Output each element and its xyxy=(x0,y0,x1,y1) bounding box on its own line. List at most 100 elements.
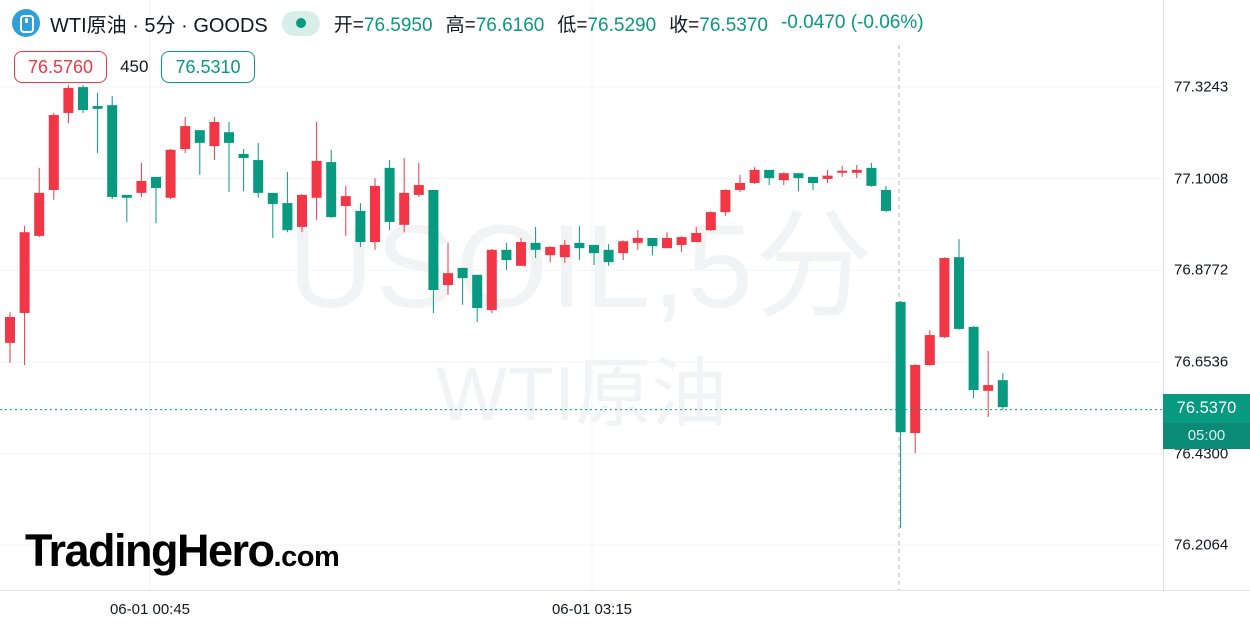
candle-body xyxy=(939,258,950,338)
candle-body xyxy=(705,212,716,231)
candle-body xyxy=(983,385,994,391)
status-dot-icon xyxy=(295,18,306,28)
candle-body xyxy=(735,183,745,190)
candle-body xyxy=(764,169,775,179)
candle-body xyxy=(224,132,234,143)
last-price-label: 76.5370 05:00 xyxy=(1163,394,1250,449)
candle-body xyxy=(136,180,147,193)
open-label: 开= xyxy=(333,14,364,36)
candle-body xyxy=(107,105,118,197)
candle-body xyxy=(632,237,643,243)
symbol-title[interactable]: WTI原油 · 5分 · GOODS xyxy=(50,14,268,37)
candle-body xyxy=(749,169,760,184)
price-axis-label: 77.3243 xyxy=(1174,78,1229,96)
candle-body xyxy=(428,189,439,290)
candle-body xyxy=(355,210,366,243)
candle-body xyxy=(501,249,512,261)
candle-body xyxy=(34,192,45,236)
candle-body xyxy=(121,194,132,198)
candle-body xyxy=(384,167,395,222)
candle-body xyxy=(574,242,585,249)
candle-body xyxy=(881,189,891,211)
candle-body xyxy=(92,105,103,109)
candle-body xyxy=(78,87,88,111)
candle-body xyxy=(851,169,862,173)
candle-body xyxy=(793,173,804,179)
candle-body xyxy=(282,203,293,231)
candle-body xyxy=(808,176,818,184)
candle-body xyxy=(924,335,935,365)
time-axis[interactable]: 06-01 00:45 06-01 03:15 xyxy=(0,590,1250,630)
candle-body xyxy=(618,241,629,254)
close-label: 收= xyxy=(669,14,700,36)
close-value: 76.5370 xyxy=(699,14,768,36)
candle-body xyxy=(603,249,614,263)
price-axis-label: 76.4300 xyxy=(1174,445,1229,463)
candle-body xyxy=(5,317,15,343)
candle-body xyxy=(399,192,410,225)
candle-body xyxy=(778,173,789,181)
price-axis-label: 77.1008 xyxy=(1174,170,1229,188)
candle-body xyxy=(968,326,979,390)
candle-body xyxy=(559,244,570,258)
candle-body xyxy=(209,121,220,147)
candle-body xyxy=(837,170,848,173)
time-axis-label: 06-01 03:15 xyxy=(551,601,633,618)
candle-body xyxy=(180,126,191,150)
change-value: -0.0470 (-0.06%) xyxy=(780,12,924,33)
bid-price-badge[interactable]: 76.5760 xyxy=(14,51,108,83)
open-value: 76.5950 xyxy=(363,14,433,36)
candle-body xyxy=(267,192,278,204)
candle-body xyxy=(63,87,74,113)
candle-body xyxy=(370,185,380,243)
candle-body xyxy=(895,301,906,433)
candle-body xyxy=(253,160,264,193)
candle-body xyxy=(822,175,833,179)
chart-header: WTI原油 · 5分 · GOODS 开=76.5950 高=76.6160 低… xyxy=(12,8,924,38)
candle-body xyxy=(326,162,337,218)
candle-body xyxy=(297,194,307,227)
high-value: 76.6160 xyxy=(475,14,545,36)
candle-body xyxy=(311,160,322,198)
price-axis-label: 76.6536 xyxy=(1174,353,1229,371)
candle-body xyxy=(48,114,59,190)
candle-body xyxy=(443,273,453,286)
candle-body xyxy=(413,185,424,195)
logo-text: TradingHero xyxy=(25,525,275,576)
price-axis[interactable]: 77.3243 77.1008 76.8772 76.6536 76.4300 76.20… xyxy=(1163,0,1250,590)
candle-body xyxy=(647,237,658,247)
bar-countdown: 05:00 xyxy=(1163,423,1250,449)
candle-body xyxy=(910,364,921,434)
candle-body xyxy=(866,167,877,186)
low-value: 76.5290 xyxy=(587,14,657,36)
low-label: 低= xyxy=(557,14,588,36)
candle-body xyxy=(720,189,731,213)
candle-body xyxy=(997,380,1008,408)
candle-body xyxy=(662,237,672,249)
candle-body xyxy=(472,274,483,309)
high-label: 高= xyxy=(445,14,476,36)
candle-body xyxy=(19,232,30,313)
candle-body xyxy=(151,176,161,188)
symbol-logo-icon xyxy=(12,9,40,37)
candle-body xyxy=(530,242,541,250)
ohlc-legend: 开=76.5950 高=76.6160 低=76.5290 收=76.5370 … xyxy=(334,10,924,37)
legend-marker xyxy=(281,10,320,36)
candle-body xyxy=(238,153,249,159)
candle-body xyxy=(194,130,205,143)
candle-body xyxy=(691,233,702,243)
candle-body xyxy=(589,244,599,254)
candle-body xyxy=(340,196,351,206)
candle-body xyxy=(486,249,497,311)
candle-body xyxy=(676,237,687,245)
price-axis-label: 76.8772 xyxy=(1174,261,1229,279)
candle-body xyxy=(165,149,176,198)
logo-suffix: .com xyxy=(273,541,340,573)
ask-price-badge[interactable]: 76.5310 xyxy=(161,51,255,83)
candle-body xyxy=(954,257,964,329)
price-axis-label: 76.2064 xyxy=(1174,536,1229,554)
candle-body xyxy=(457,267,468,279)
quote-row: 76.5760 450 76.5310 xyxy=(14,51,255,83)
